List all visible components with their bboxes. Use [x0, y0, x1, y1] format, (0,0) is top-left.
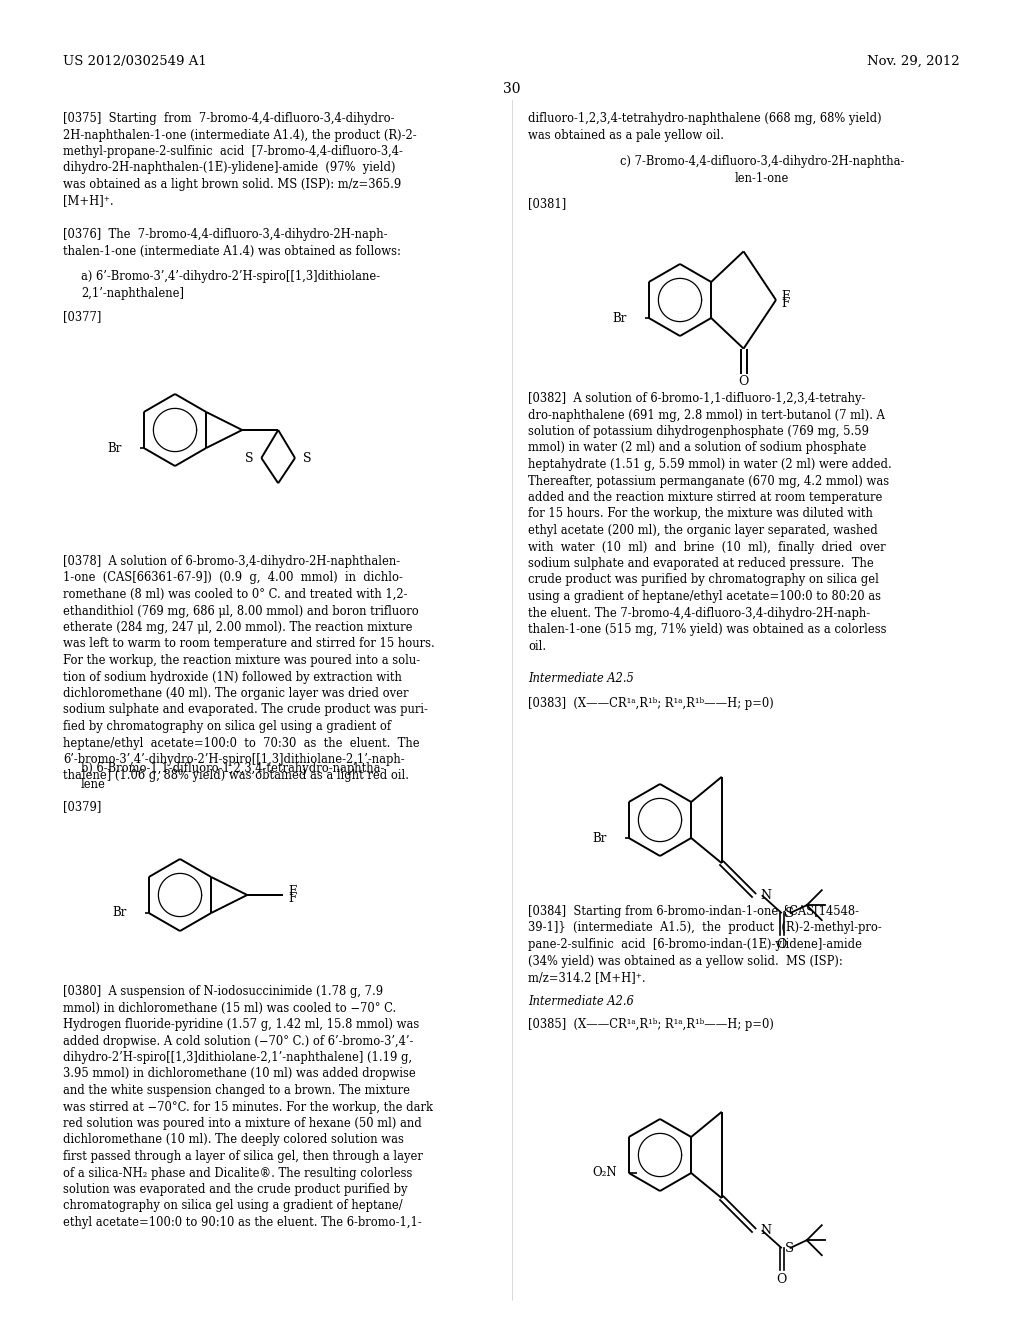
- Text: Br: Br: [593, 832, 607, 845]
- Text: c) 7-Bromo-4,4-difluoro-3,4-dihydro-2H-naphtha-
len-1-one: c) 7-Bromo-4,4-difluoro-3,4-dihydro-2H-n…: [620, 154, 904, 185]
- Text: difluoro-1,2,3,4-tetrahydro-naphthalene (668 mg, 68% yield)
was obtained as a pa: difluoro-1,2,3,4-tetrahydro-naphthalene …: [528, 112, 882, 141]
- Text: O: O: [776, 1272, 787, 1286]
- Text: [0379]: [0379]: [63, 800, 101, 813]
- Text: [0378]  A solution of 6-bromo-3,4-dihydro-2H-naphthalen-
1-one  (CAS[66361-67-9]: [0378] A solution of 6-bromo-3,4-dihydro…: [63, 554, 435, 783]
- Text: S: S: [784, 907, 794, 920]
- Text: 30: 30: [503, 82, 521, 96]
- Text: [0384]  Starting from 6-bromo-indan-1-one {CAS[14548-
39-1]}  (intermediate  A1.: [0384] Starting from 6-bromo-indan-1-one…: [528, 906, 882, 983]
- Text: S: S: [245, 451, 253, 465]
- Text: F: F: [288, 884, 296, 898]
- Text: Nov. 29, 2012: Nov. 29, 2012: [867, 55, 961, 69]
- Text: [0380]  A suspension of N-iodosuccinimide (1.78 g, 7.9
mmol) in dichloromethane : [0380] A suspension of N-iodosuccinimide…: [63, 985, 433, 1229]
- Text: [0385]  (X——CR¹ᵃ,R¹ᵇ; R¹ᵃ,R¹ᵇ——H; p=0): [0385] (X——CR¹ᵃ,R¹ᵇ; R¹ᵃ,R¹ᵇ——H; p=0): [528, 1018, 774, 1031]
- Text: [0382]  A solution of 6-bromo-1,1-difluoro-1,2,3,4-tetrahy-
dro-naphthalene (691: [0382] A solution of 6-bromo-1,1-difluor…: [528, 392, 892, 652]
- Text: Br: Br: [113, 907, 127, 920]
- Text: N: N: [761, 1224, 772, 1237]
- Text: O₂N: O₂N: [592, 1167, 616, 1180]
- Text: F: F: [288, 892, 296, 906]
- Text: a) 6’-Bromo-3’,4’-dihydro-2’H-spiro[[1,3]dithiolane-
2,1’-naphthalene]: a) 6’-Bromo-3’,4’-dihydro-2’H-spiro[[1,3…: [81, 271, 380, 300]
- Text: b) 6-Bromo-1,1-difluoro-1,2,3,4-tetrahydro-naphtha-
lene: b) 6-Bromo-1,1-difluoro-1,2,3,4-tetrahyd…: [81, 762, 384, 792]
- Text: O: O: [776, 937, 787, 950]
- Text: O: O: [738, 375, 749, 388]
- Text: [0381]: [0381]: [528, 197, 566, 210]
- Text: S: S: [303, 451, 311, 465]
- Text: Intermediate A2.5: Intermediate A2.5: [528, 672, 634, 685]
- Text: [0376]  The  7-bromo-4,4-difluoro-3,4-dihydro-2H-naph-
thalen-1-one (intermediat: [0376] The 7-bromo-4,4-difluoro-3,4-dihy…: [63, 228, 400, 257]
- Text: F: F: [781, 297, 790, 310]
- Text: Br: Br: [108, 441, 122, 454]
- Text: F: F: [781, 290, 790, 304]
- Text: [0383]  (X——CR¹ᵃ,R¹ᵇ; R¹ᵃ,R¹ᵇ——H; p=0): [0383] (X——CR¹ᵃ,R¹ᵇ; R¹ᵃ,R¹ᵇ——H; p=0): [528, 697, 774, 710]
- Text: Br: Br: [612, 312, 627, 325]
- Text: [0375]  Starting  from  7-bromo-4,4-difluoro-3,4-dihydro-
2H-naphthalen-1-one (i: [0375] Starting from 7-bromo-4,4-difluor…: [63, 112, 417, 207]
- Text: Intermediate A2.6: Intermediate A2.6: [528, 995, 634, 1008]
- Text: S: S: [784, 1242, 794, 1255]
- Text: [0377]: [0377]: [63, 310, 101, 323]
- Text: N: N: [761, 888, 772, 902]
- Text: US 2012/0302549 A1: US 2012/0302549 A1: [63, 55, 207, 69]
